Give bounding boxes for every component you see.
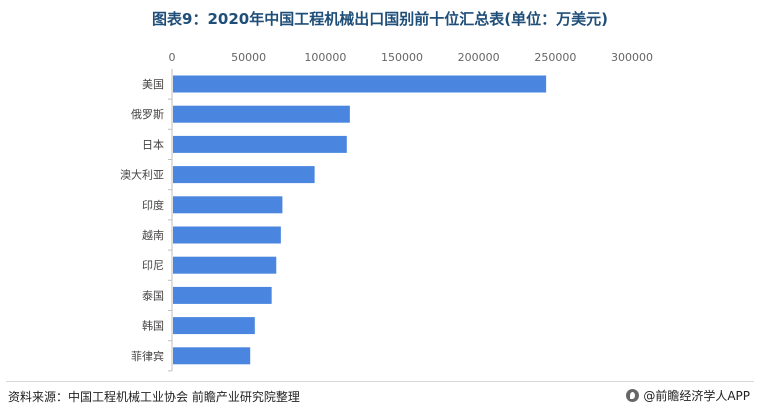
- bar: [173, 196, 283, 214]
- x-tick-label: 250000: [534, 51, 576, 64]
- brand-text: @前瞻经济学人APP: [643, 389, 750, 403]
- chart-title: 图表9：2020年中国工程机械出口国别前十位汇总表(单位：万美元): [152, 10, 608, 28]
- bar-chart: 0 50000 100000 150000 200000 250000 300000 美国俄罗…: [120, 51, 653, 372]
- x-tick-label: 0: [169, 51, 176, 64]
- x-tick-label: 150000: [381, 51, 423, 64]
- category-label: 泰国: [142, 288, 164, 302]
- bar: [173, 256, 277, 274]
- category-label: 越南: [142, 228, 164, 242]
- bar: [173, 135, 347, 153]
- bar: [173, 226, 281, 244]
- bar: [173, 317, 255, 335]
- x-tick-label: 200000: [458, 51, 500, 64]
- category-label: 韩国: [142, 319, 164, 333]
- category-label: 日本: [142, 137, 164, 151]
- bar: [173, 286, 272, 304]
- category-label: 印度: [142, 198, 164, 212]
- x-tick-label: 100000: [304, 51, 346, 64]
- brand-logo-icon: [626, 389, 640, 402]
- bar: [173, 105, 350, 123]
- category-label: 印尼: [142, 259, 164, 272]
- category-label: 美国: [142, 78, 164, 91]
- bar: [173, 166, 315, 184]
- category-label: 菲律宾: [131, 349, 164, 363]
- brand-credit: @前瞻经济学人APP: [626, 387, 750, 404]
- category-label: 俄罗斯: [131, 108, 164, 121]
- source-note: 资料来源：中国工程机械工业协会 前瞻产业研究院整理: [8, 390, 300, 404]
- category-label: 澳大利亚: [120, 168, 164, 182]
- bar: [173, 75, 547, 93]
- bar: [173, 347, 251, 365]
- x-tick-label: 50000: [231, 51, 266, 64]
- footer-divider: [6, 381, 754, 382]
- x-tick-label: 300000: [611, 51, 653, 64]
